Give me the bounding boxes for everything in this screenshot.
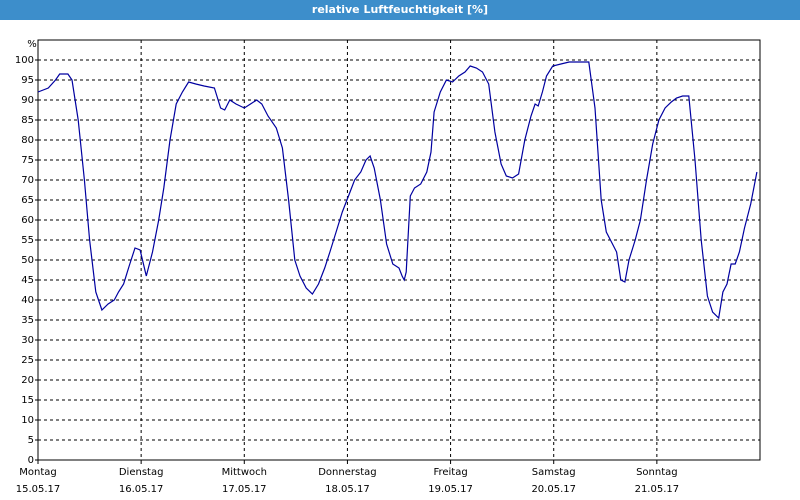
y-tick-label: 80 <box>21 135 34 146</box>
y-tick-label: 70 <box>21 175 34 186</box>
chart-title: relative Luftfeuchtigkeit [%] <box>311 3 489 16</box>
y-tick-label: 60 <box>21 215 34 226</box>
chart: % 0 5 10 15 20 25 30 35 40 45 50 55 60 65 70 75 80 85 90 95… <box>15 39 761 495</box>
x-tick-label: Dienstag <box>119 467 164 478</box>
data-line <box>37 61 758 320</box>
y-tick-label: 45 <box>21 275 34 286</box>
x-tick-label: Sonntag <box>636 467 678 478</box>
x-tick-date: 15.05.17 <box>16 484 61 495</box>
y-tick-label: 25 <box>21 355 34 366</box>
y-tick-label: 65 <box>21 195 34 206</box>
y-tick-label: 0 <box>28 455 34 466</box>
y-tick-label: 40 <box>21 295 34 306</box>
x-tick-date: 17.05.17 <box>222 484 267 495</box>
y-tick-label: 100 <box>15 55 34 66</box>
title-bar: relative Luftfeuchtigkeit [%] <box>0 0 800 20</box>
y-tick-label: 50 <box>21 255 34 266</box>
y-tick-label: 85 <box>21 115 34 126</box>
x-tick-date: 19.05.17 <box>428 484 473 495</box>
y-tick-label: 20 <box>21 375 34 386</box>
x-tick-date: 18.05.17 <box>325 484 370 495</box>
x-tick-label: Donnerstag <box>318 467 376 478</box>
x-tick-date: 16.05.17 <box>119 484 164 495</box>
x-tick-label: Samstag <box>532 467 576 478</box>
y-tick-label: 95 <box>21 75 34 86</box>
y-tick-label: 5 <box>28 435 34 446</box>
x-tick-label: Mittwoch <box>222 467 267 478</box>
y-tick-label: 15 <box>21 395 34 406</box>
y-tick-label: 35 <box>21 315 34 326</box>
x-tick-date: 20.05.17 <box>531 484 576 495</box>
y-tick-label: 10 <box>21 415 34 426</box>
y-tick-label: 90 <box>21 95 34 106</box>
y-tick-label: 30 <box>21 335 34 346</box>
y-tick-label: 55 <box>21 235 34 246</box>
y-axis-label: % <box>27 39 37 50</box>
x-tick-date: 21.05.17 <box>635 484 680 495</box>
y-tick-label: 75 <box>21 155 34 166</box>
x-tick-label: Montag <box>19 467 56 478</box>
plot-frame <box>37 39 761 461</box>
x-tick-label: Freitag <box>433 467 467 478</box>
